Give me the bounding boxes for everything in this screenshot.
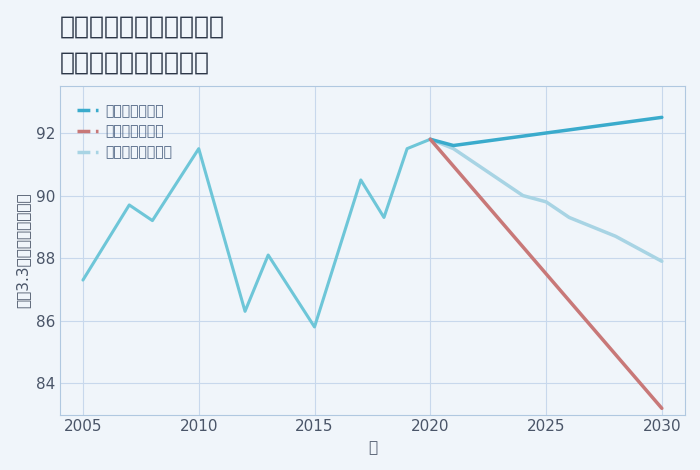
X-axis label: 年: 年 — [368, 440, 377, 455]
Y-axis label: 坪（3.3㎡）単価（万円）: 坪（3.3㎡）単価（万円） — [15, 193, 30, 308]
Text: 愛知県東海市南柴田町の
中古戸建ての価格推移: 愛知県東海市南柴田町の 中古戸建ての価格推移 — [60, 15, 225, 74]
Legend: グッドシナリオ, バッドシナリオ, ノーマルシナリオ: グッドシナリオ, バッドシナリオ, ノーマルシナリオ — [73, 100, 176, 164]
